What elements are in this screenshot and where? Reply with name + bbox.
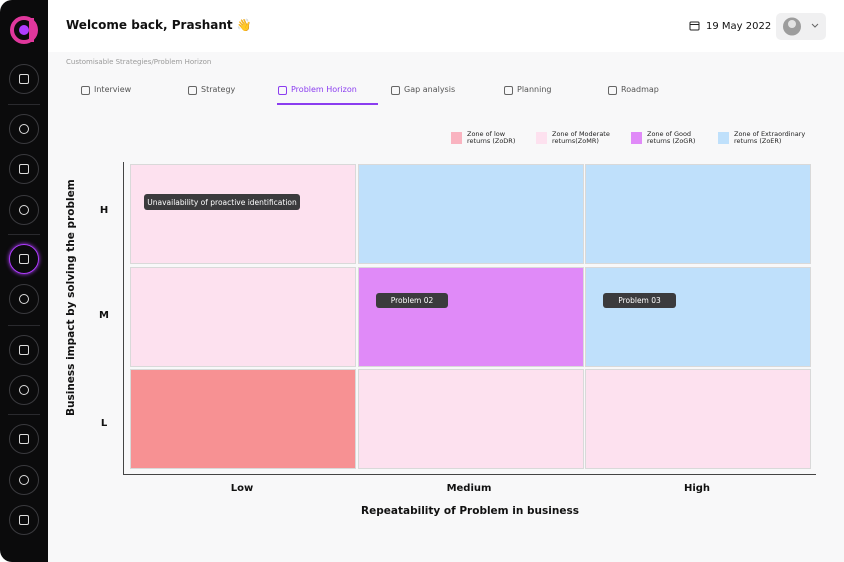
row-label: L xyxy=(100,418,108,429)
problem-chip[interactable]: Problem 02 xyxy=(376,293,448,308)
nav-separator xyxy=(8,325,40,326)
nav-icon[interactable] xyxy=(9,375,39,405)
nav-icon[interactable] xyxy=(9,244,39,274)
nav-glyph xyxy=(19,345,29,355)
nav-glyph xyxy=(19,434,29,444)
nav-icon[interactable] xyxy=(9,154,39,184)
profile-button[interactable] xyxy=(776,13,826,40)
x-axis-title: Repeatability of Problem in business xyxy=(361,505,579,517)
tab-icon xyxy=(504,86,513,95)
nav-glyph xyxy=(19,124,29,134)
x-axis-line xyxy=(123,474,816,475)
matrix-cell xyxy=(358,164,584,264)
nav-glyph xyxy=(19,294,29,304)
y-axis-line xyxy=(123,162,124,474)
nav-icon[interactable] xyxy=(9,424,39,454)
tab-icon xyxy=(608,86,617,95)
matrix-cell xyxy=(130,267,356,367)
legend-swatch xyxy=(536,132,547,144)
header xyxy=(48,0,844,52)
matrix-cell xyxy=(585,369,811,469)
tab[interactable]: Strategy xyxy=(201,85,236,94)
nav-icon[interactable] xyxy=(9,195,39,225)
matrix-cell xyxy=(585,267,811,367)
nav-icon[interactable] xyxy=(9,335,39,365)
nav-glyph xyxy=(19,205,29,215)
tab[interactable]: Problem Horizon xyxy=(291,85,357,94)
nav-separator xyxy=(8,104,40,105)
nav-icon[interactable] xyxy=(9,114,39,144)
tab-icon xyxy=(81,86,90,95)
tab[interactable]: Planning xyxy=(517,85,552,94)
legend-swatch xyxy=(718,132,729,144)
tab[interactable]: Roadmap xyxy=(621,85,659,94)
breadcrumb: Customisable Strategies/Problem Horizon xyxy=(66,58,212,66)
calendar-icon xyxy=(689,21,700,31)
nav-icon[interactable] xyxy=(9,284,39,314)
sidebar xyxy=(0,0,48,562)
y-axis-title: Business impact by solving the problem xyxy=(65,179,77,416)
legend-label: Zone of low returns (ZoDR) xyxy=(467,130,516,145)
legend-label: Zone of Moderate returns(ZoMR) xyxy=(552,130,610,145)
legend-swatch xyxy=(631,132,642,144)
legend-swatch xyxy=(451,132,462,144)
avatar xyxy=(783,17,819,36)
nav-glyph xyxy=(19,164,29,174)
column-label: Low xyxy=(230,483,254,494)
nav-icon[interactable] xyxy=(9,64,39,94)
nav-separator xyxy=(8,414,40,415)
legend-label: Zone of Extraordinary returns (ZoER) xyxy=(734,130,806,145)
nav-glyph xyxy=(19,254,29,264)
matrix-cell xyxy=(358,369,584,469)
problem-chip[interactable]: Problem 03 xyxy=(603,293,676,308)
column-label: High xyxy=(683,483,711,494)
nav-separator xyxy=(8,234,40,235)
nav-glyph xyxy=(19,475,29,485)
nav-glyph xyxy=(19,74,29,84)
nav-glyph xyxy=(19,385,29,395)
tab-icon xyxy=(188,86,197,95)
matrix-cell xyxy=(585,164,811,264)
problem-chip[interactable]: Unavailability of proactive identificati… xyxy=(144,194,300,210)
matrix-cell xyxy=(130,369,356,469)
column-label: Medium xyxy=(446,483,492,494)
welcome-text: Welcome back, Prashant 👋 xyxy=(66,18,252,32)
matrix-cell xyxy=(130,164,356,264)
tab-icon xyxy=(391,86,400,95)
tab[interactable]: Gap analysis xyxy=(404,85,456,94)
tab-icon xyxy=(278,86,287,95)
row-label: H xyxy=(99,205,109,216)
tab-underline xyxy=(277,103,378,105)
nav-glyph xyxy=(19,515,29,525)
row-label: M xyxy=(99,310,109,321)
date: 19 May 2022 xyxy=(706,21,772,32)
matrix-cell xyxy=(358,267,584,367)
legend-label: Zone of Good returns (ZoGR) xyxy=(647,130,696,145)
logo xyxy=(10,16,38,44)
tab[interactable]: Interview xyxy=(94,85,132,94)
nav-icon[interactable] xyxy=(9,505,39,535)
nav-icon[interactable] xyxy=(9,465,39,495)
